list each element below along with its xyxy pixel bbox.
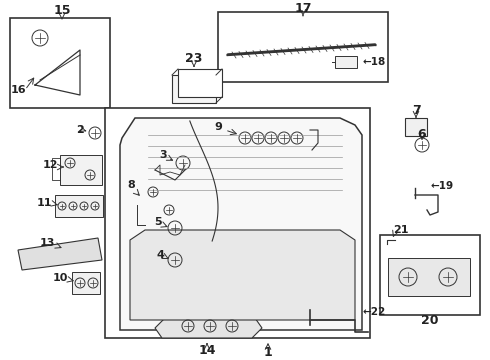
Text: ←19: ←19	[430, 181, 453, 191]
Text: 8: 8	[127, 180, 135, 190]
Text: 13: 13	[40, 238, 55, 248]
Bar	[405, 118, 427, 136]
Text: 14: 14	[198, 343, 216, 356]
Text: 15: 15	[53, 4, 71, 17]
Text: 11: 11	[36, 198, 52, 208]
Bar	[145, 125, 345, 205]
Bar	[60, 155, 102, 185]
Text: 1: 1	[264, 346, 272, 359]
Text: 23: 23	[185, 51, 203, 64]
Bar	[150, 185, 178, 200]
Text: 17: 17	[294, 1, 312, 14]
Bar	[10, 18, 110, 108]
Text: 12: 12	[43, 160, 58, 170]
Text: 4: 4	[156, 250, 164, 260]
Bar	[178, 69, 222, 97]
Text: 2: 2	[76, 125, 84, 135]
Bar	[172, 75, 216, 103]
Bar	[335, 56, 357, 68]
Text: ←22: ←22	[362, 307, 385, 317]
PathPatch shape	[155, 318, 262, 338]
Text: 5: 5	[154, 217, 162, 227]
Bar	[55, 195, 103, 217]
Text: 9: 9	[214, 122, 222, 132]
Text: ←18: ←18	[362, 57, 385, 67]
Text: 7: 7	[412, 104, 420, 117]
Text: 3: 3	[159, 150, 167, 160]
PathPatch shape	[18, 238, 102, 270]
Bar	[380, 235, 480, 315]
Text: 21: 21	[393, 225, 409, 235]
Text: 10: 10	[52, 273, 68, 283]
PathPatch shape	[130, 230, 355, 320]
Bar	[105, 108, 370, 338]
Bar	[388, 258, 470, 296]
Text: 16: 16	[10, 85, 26, 95]
Text: 6: 6	[417, 129, 426, 141]
Bar	[72, 272, 100, 294]
Bar	[42, 244, 62, 256]
Bar	[218, 12, 388, 82]
Text: 20: 20	[421, 314, 439, 327]
PathPatch shape	[120, 118, 362, 330]
Bar	[145, 180, 183, 225]
